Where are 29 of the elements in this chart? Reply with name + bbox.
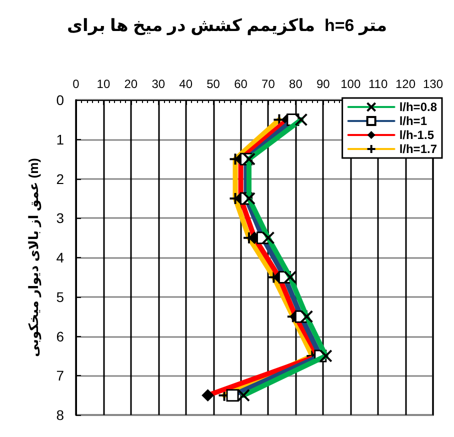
y-axis-title: عمق از بالای دیوار میخکوبی (m)	[26, 158, 42, 358]
x-tick-label: 120	[396, 77, 416, 91]
y-tick-label: 6	[56, 328, 64, 344]
x-tick-label: 100	[340, 77, 361, 91]
y-tick-label: 2	[56, 170, 64, 187]
x-tick-label: 0	[72, 77, 80, 91]
x-tick-label: 130	[422, 77, 444, 91]
y-tick-label: 8	[56, 407, 64, 423]
x-tick-label: 60	[234, 77, 248, 91]
y-tick-label: 4	[56, 250, 64, 266]
x-tick-label: 70	[262, 77, 276, 91]
x-tick-label: 50	[206, 77, 220, 91]
x-tick-label: 30	[152, 77, 166, 91]
x-tick-label: 80	[289, 77, 303, 91]
legend-label: l/h=1.7	[399, 142, 438, 156]
legend-label: l/h=0.8	[399, 100, 438, 114]
legend-label: l/h=1	[399, 114, 428, 128]
y-tick-label: 7	[56, 368, 64, 384]
chart-title: ماکزیمم کشش در میخ ها برای h=6 متر	[66, 16, 388, 36]
x-tick-label: 40	[179, 77, 193, 91]
legend-label: l/h-1.5	[399, 128, 434, 142]
y-tick-label: 1	[56, 131, 64, 148]
y-tick-label: 0	[56, 92, 64, 108]
x-tick-label: 110	[368, 77, 388, 91]
x-tick-label: 90	[316, 77, 330, 91]
x-tick-label: 10	[96, 77, 110, 91]
y-tick-label: 3	[56, 210, 64, 226]
y-tick-label: 5	[56, 288, 64, 305]
x-tick-label: 20	[124, 77, 138, 91]
